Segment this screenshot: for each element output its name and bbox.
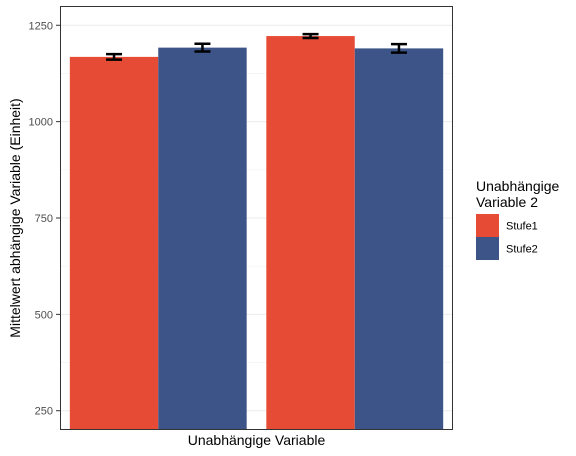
bar — [354, 48, 444, 431]
y-axis-ticks: 250 500 750 1000 1250 — [29, 20, 60, 418]
error-bar — [106, 52, 123, 61]
legend-key — [476, 214, 499, 237]
y-axis-title: Mittelwert abhängige Variable (Einheit) — [7, 98, 23, 337]
bar — [69, 56, 159, 430]
plot-panel-border — [60, 6, 453, 430]
error-bar — [390, 42, 407, 54]
legend-key — [476, 237, 499, 260]
legend-items: Stufe1 Stufe2 — [476, 214, 538, 260]
y-tick-label: 250 — [35, 406, 53, 418]
legend-title-line-1: Unabhängige — [476, 178, 560, 194]
legend-label: Stufe2 — [506, 244, 538, 256]
error-bar — [302, 32, 319, 40]
y-tick-label: 750 — [35, 213, 53, 225]
x-axis-title: Unabhängige Variable — [188, 432, 326, 448]
error-bars — [106, 32, 407, 61]
y-tick-label: 1250 — [29, 20, 53, 32]
bar — [266, 36, 355, 430]
error-bar — [194, 42, 211, 53]
bars — [69, 36, 444, 431]
legend-title-line-2: Variable 2 — [476, 194, 538, 210]
y-tick-label: 500 — [35, 309, 53, 321]
legend: Unabhängige Variable 2 Stufe1 Stufe2 — [476, 178, 560, 260]
y-tick-label: 1000 — [29, 117, 53, 129]
legend-label: Stufe1 — [506, 221, 538, 233]
bar — [158, 47, 247, 430]
